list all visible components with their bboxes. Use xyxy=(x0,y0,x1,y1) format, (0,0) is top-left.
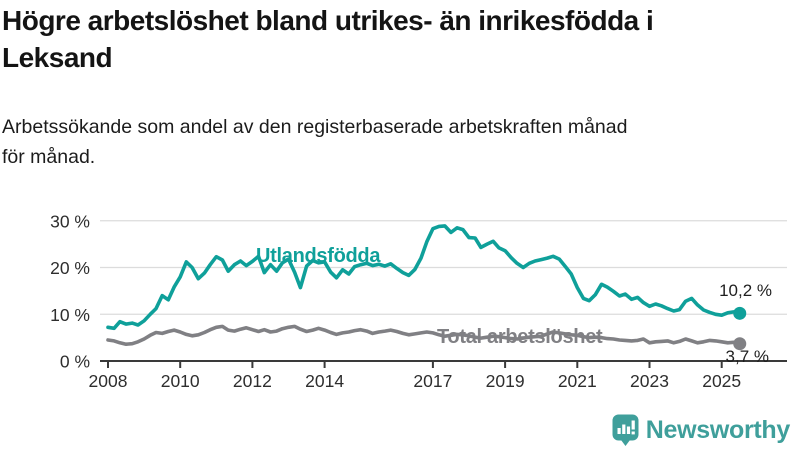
series-end-dot xyxy=(733,337,747,351)
y-tick-label: 0 % xyxy=(60,352,90,372)
newsworthy-logo[interactable]: Newsworthy xyxy=(612,414,790,447)
subtitle-line-1: Arbetssökande som andel av den registerb… xyxy=(2,116,628,138)
x-tick-label: 2010 xyxy=(161,371,200,391)
subtitle-line-2: för månad. xyxy=(2,146,96,168)
x-tick-label: 2019 xyxy=(486,371,525,391)
x-tick-label: 2012 xyxy=(233,371,272,391)
y-tick-label: 20 % xyxy=(50,258,90,278)
newsworthy-wordmark: Newsworthy xyxy=(645,416,791,444)
x-tick-label: 2021 xyxy=(558,371,597,391)
chart-subtitle: Arbetssökande som andel av den registerb… xyxy=(2,112,782,172)
y-tick-label: 30 % xyxy=(50,211,90,231)
newsworthy-icon xyxy=(612,414,639,447)
end-value-label-utlandsfodda: 10,2 % xyxy=(719,281,772,300)
title-line-2: Leksand xyxy=(2,42,113,73)
y-tick-label: 10 % xyxy=(50,305,90,325)
series-line-total xyxy=(106,324,742,347)
x-tick-label: 2025 xyxy=(702,371,741,391)
end-value-label-total: 3,7 % xyxy=(726,347,769,366)
series-label-total: Total arbetslöshet xyxy=(437,326,603,348)
x-tick-label: 2017 xyxy=(413,371,452,391)
title-line-1: Högre arbetslöshet bland utrikes- än inr… xyxy=(2,5,654,36)
page-title: Högre arbetslöshet bland utrikes- än inr… xyxy=(2,2,792,76)
x-tick-label: 2014 xyxy=(305,371,344,391)
x-tick-label: 2023 xyxy=(630,371,669,391)
series-line-utlandsfodda xyxy=(106,224,742,331)
series-label-utlandsfodda: Utlandsfödda xyxy=(256,245,381,267)
series-end-dot xyxy=(733,306,747,320)
x-tick-label: 2008 xyxy=(89,371,128,391)
